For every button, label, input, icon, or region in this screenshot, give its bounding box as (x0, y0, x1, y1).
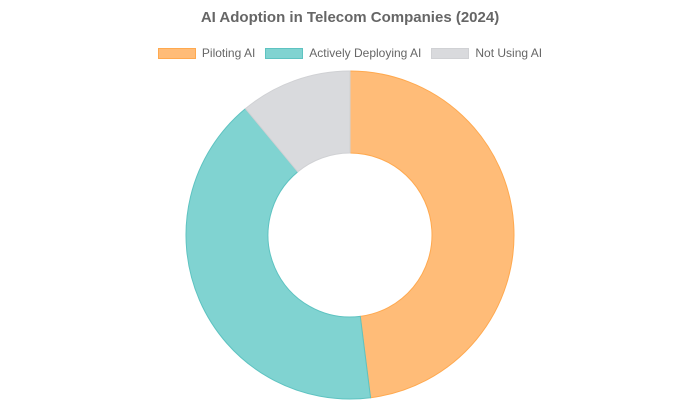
legend-label-actively-deploying-ai: Actively Deploying AI (309, 46, 422, 60)
legend-label-piloting-ai: Piloting AI (201, 46, 256, 60)
legend-label-not-using-ai: Not Using AI (475, 46, 543, 60)
chart-legend: Piloting AI Actively Deploying AI Not Us… (0, 46, 700, 60)
legend-swatch-actively-deploying-ai (265, 47, 304, 59)
slice-not-using-ai[interactable] (244, 70, 351, 173)
legend-item-piloting-ai[interactable]: Piloting AI (157, 46, 256, 60)
chart-title: AI Adoption in Telecom Companies (2024) (200, 9, 500, 26)
slice-actively-deploying-ai[interactable] (185, 107, 372, 400)
legend-item-actively-deploying-ai[interactable]: Actively Deploying AI (265, 46, 421, 60)
legend-swatch-not-using-ai (431, 47, 470, 59)
legend-item-not-using-ai[interactable]: Not Using AI (431, 46, 542, 60)
slice-piloting-ai[interactable] (349, 70, 515, 399)
legend-swatch-piloting-ai (157, 47, 196, 59)
